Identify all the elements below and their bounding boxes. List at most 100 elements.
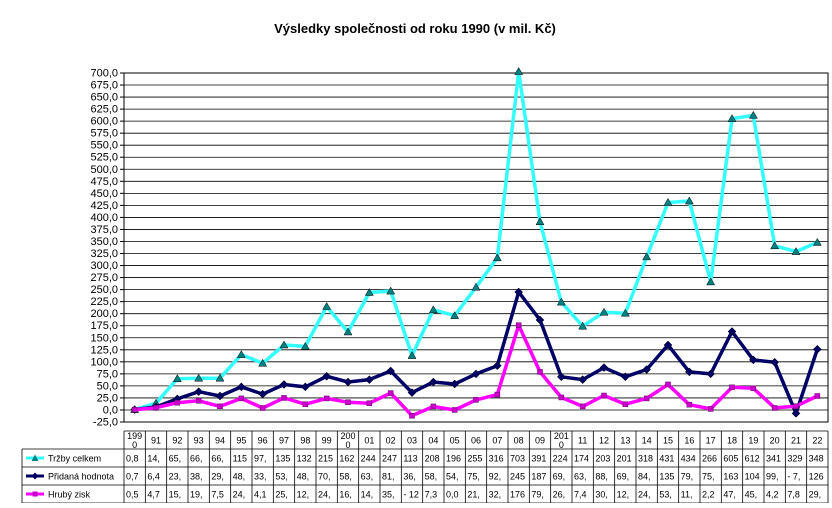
data-point	[643, 395, 650, 402]
data-label: 58,	[339, 472, 352, 482]
data-label: 54,	[446, 472, 459, 482]
y-tick-label: 250,0	[90, 284, 118, 296]
y-tick-label: 350,0	[90, 236, 118, 248]
data-label: 7,4	[574, 490, 587, 500]
data-point	[259, 405, 266, 411]
data-label: 247	[382, 454, 397, 464]
plot-area	[123, 72, 829, 423]
data-point	[642, 252, 652, 261]
data-label: 69,	[617, 472, 630, 482]
x-tick-label: 17	[706, 436, 716, 446]
data-point	[131, 406, 138, 413]
data-label: 132	[297, 454, 312, 464]
data-label: 162	[339, 454, 354, 464]
data-label: 58,	[425, 472, 438, 482]
x-tick-label: 19	[748, 436, 758, 446]
x-tick-label: 22	[812, 436, 822, 446]
data-point	[300, 382, 310, 392]
data-point	[364, 288, 374, 296]
data-point	[215, 373, 225, 382]
data-label: 196	[446, 454, 461, 464]
y-tick-label: 0,0	[103, 404, 118, 416]
series-line	[134, 69, 818, 412]
data-label: 115	[233, 454, 247, 464]
data-label: 703	[510, 454, 525, 464]
data-label: 38,	[190, 472, 203, 482]
series-line	[134, 290, 819, 416]
data-label: 45,	[745, 490, 758, 500]
data-label: 245	[510, 472, 525, 482]
data-point	[194, 387, 204, 397]
series-0	[130, 67, 822, 413]
data-label: 88,	[595, 472, 608, 482]
data-point	[323, 395, 330, 402]
data-point	[494, 391, 501, 398]
data-label: 48,	[297, 472, 310, 482]
data-point	[387, 390, 394, 396]
y-tick-label: -25,0	[93, 417, 118, 429]
data-point	[258, 358, 268, 367]
data-point	[812, 344, 822, 354]
data-label: 348	[809, 454, 824, 464]
data-label: 126	[809, 472, 824, 482]
data-point	[642, 365, 652, 374]
data-point	[322, 301, 332, 310]
data-point	[514, 67, 524, 75]
data-point	[620, 372, 630, 382]
data-label: 79,	[531, 490, 544, 500]
data-point	[770, 241, 780, 250]
data-point	[727, 327, 737, 336]
data-label: 316	[489, 454, 504, 464]
y-tick-label: 600,0	[90, 116, 118, 128]
chart-title: Výsledky společnosti od roku 1990 (v mil…	[274, 21, 556, 36]
data-point	[684, 367, 694, 377]
data-label: 7,8	[787, 490, 800, 500]
data-label: 244	[361, 454, 376, 464]
data-label: - 12	[403, 490, 419, 500]
data-label: 224	[553, 454, 568, 464]
data-label: 19,	[190, 490, 203, 500]
data-point	[366, 400, 373, 406]
x-tick-label: 201 0	[554, 431, 569, 450]
data-label: 69,	[553, 472, 566, 482]
data-point	[706, 369, 716, 379]
data-point	[279, 380, 289, 389]
data-label: 203	[595, 454, 610, 464]
y-tick-label: 50,0	[97, 380, 118, 392]
data-label: 4,2	[766, 490, 779, 500]
data-label: 36,	[403, 472, 416, 482]
data-point	[386, 366, 396, 376]
data-label: 0,8	[126, 454, 139, 464]
x-tick-label: 05	[450, 436, 460, 446]
data-label: 53,	[275, 472, 288, 482]
data-point	[599, 363, 609, 372]
x-tick-label: 02	[386, 436, 396, 446]
data-point	[535, 315, 545, 325]
y-axis-ticks: -25,00,025,050,075,0100,0125,0150,0175,0…	[90, 68, 124, 429]
legend-label: Přidaná hodnota	[48, 472, 114, 482]
data-label: 92,	[489, 472, 502, 482]
data-label: 6,4	[147, 472, 160, 482]
x-tick-label: 95	[236, 436, 246, 446]
x-tick-label: 94	[215, 436, 225, 446]
data-point	[748, 355, 758, 365]
data-label: 174	[574, 454, 589, 464]
data-point	[386, 286, 396, 295]
data-point	[258, 389, 268, 399]
data-point	[729, 384, 735, 391]
data-label: 70,	[318, 472, 331, 482]
x-tick-label: 16	[684, 436, 694, 446]
x-tick-label: 98	[300, 436, 310, 446]
x-tick-label: 04	[428, 436, 438, 446]
x-tick-label: 21	[791, 436, 801, 446]
x-tick-label: 01	[364, 436, 374, 446]
y-tick-label: 550,0	[90, 140, 118, 152]
grid-lines	[123, 72, 829, 423]
data-point	[601, 392, 607, 399]
data-label: 65,	[169, 454, 182, 464]
x-tick-label: 99	[322, 436, 332, 446]
data-point	[665, 381, 671, 388]
y-tick-label: 150,0	[90, 332, 118, 344]
data-point	[281, 395, 287, 401]
x-tick-label: 03	[407, 436, 417, 446]
